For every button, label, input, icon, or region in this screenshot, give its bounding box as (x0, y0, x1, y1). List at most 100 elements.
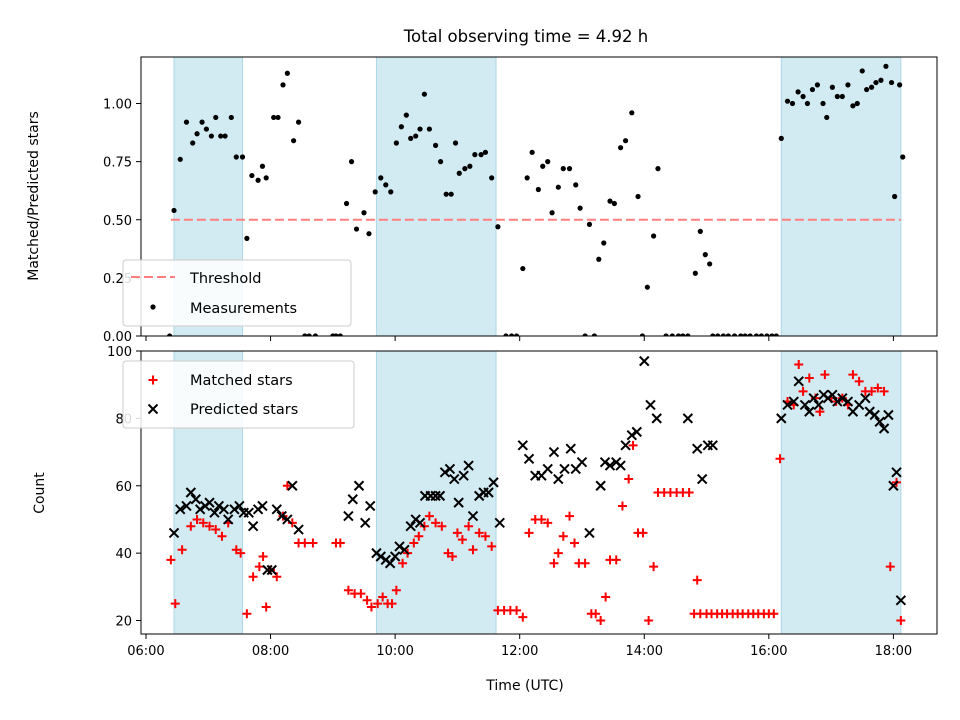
measurement-point (720, 333, 726, 336)
measurement-point (549, 210, 555, 216)
measurement-point (824, 114, 830, 121)
predicted-stars-point (394, 541, 405, 552)
measurement-point (290, 138, 297, 144)
predicted-stars-point (645, 399, 656, 411)
matched-stars-point (356, 589, 366, 599)
measurement-point (611, 200, 617, 207)
matched-stars-point (628, 440, 638, 450)
measurement-point (508, 333, 515, 336)
measurement-point (820, 100, 826, 107)
measurement-point (535, 186, 541, 193)
predicted-stars-point (494, 517, 505, 529)
predicted-stars-point (257, 500, 268, 512)
predicted-stars-point (565, 443, 576, 454)
bottom-y-tick-label: 60 (115, 480, 132, 495)
measurement-point (393, 140, 399, 146)
measurement-point (883, 63, 889, 69)
measurement-point (472, 152, 478, 158)
measurement-point (725, 333, 731, 336)
legend-measurements-swatch (150, 304, 156, 310)
measurement-point (280, 82, 286, 88)
predicted-stars-point (615, 460, 626, 471)
legend-predicted-label: Predicted stars (190, 402, 298, 418)
measurement-point (259, 163, 266, 169)
predicted-stars-point (293, 524, 304, 535)
matched-stars-point (536, 514, 546, 524)
predicted-stars-point (548, 446, 560, 458)
predicted-stars-point (888, 480, 899, 491)
measurement-point (900, 154, 906, 160)
measurement-point (383, 182, 389, 188)
measurement-point (495, 224, 501, 230)
bottom-y-tick-label: 100 (107, 345, 132, 360)
matched-stars-point (308, 538, 318, 548)
top-y-tick-label: 0.75 (103, 156, 132, 171)
predicted-stars-point (559, 463, 570, 475)
predicted-stars-point (287, 480, 298, 491)
measurement-point (685, 333, 691, 336)
matched-stars-point (198, 518, 208, 528)
predicted-stars-point (804, 406, 815, 417)
predicted-stars-point (271, 504, 282, 515)
measurement-point (635, 193, 641, 200)
bottom-y-axis-label: Count (32, 472, 48, 514)
predicted-stars-point (434, 490, 446, 502)
matched-stars-point (387, 599, 397, 609)
measurement-point (566, 166, 573, 172)
measurement-point (337, 333, 343, 336)
predicted-stars-point (782, 399, 793, 411)
measurement-point (839, 93, 845, 100)
matched-stars-point (186, 521, 196, 531)
measurement-point (591, 333, 598, 336)
matched-stars-point (177, 545, 187, 555)
measurement-point (829, 84, 835, 90)
measurement-point (302, 333, 308, 336)
measurement-point (183, 119, 190, 125)
matched-stars-point (282, 481, 292, 491)
measurement-point (577, 205, 583, 211)
predicted-stars-point (463, 460, 474, 471)
predicted-stars-point (375, 551, 387, 562)
measurement-point (529, 149, 535, 155)
matched-stars-point (549, 558, 559, 568)
x-tick-label: 18:00 (875, 644, 912, 659)
measurement-point (804, 100, 811, 107)
measurement-point (878, 77, 884, 83)
predicted-stars-point (837, 392, 848, 404)
matched-stars-point (624, 474, 634, 484)
matched-stars-point (452, 528, 462, 538)
predicted-stars-point (517, 440, 529, 451)
matched-stars-point (362, 595, 372, 605)
measurement-point (462, 166, 468, 172)
predicted-stars-point (891, 467, 902, 478)
matched-stars-point (638, 528, 648, 538)
measurement-point (167, 333, 173, 336)
measurement-point (421, 91, 427, 97)
matched-stars-point (166, 555, 176, 565)
matched-stars-point (480, 531, 490, 541)
predicted-stars-point (864, 406, 875, 417)
measurement-point (869, 84, 875, 90)
predicted-stars-point (190, 494, 202, 505)
predicted-stars-point (696, 473, 708, 485)
matched-stars-point (565, 511, 575, 521)
predicted-stars-point (347, 494, 358, 505)
measurement-point (222, 133, 228, 139)
measurement-point (437, 159, 444, 165)
measurement-point (433, 142, 439, 148)
measurement-point (663, 333, 669, 336)
matched-stars-point (794, 359, 804, 369)
measurement-point (629, 110, 635, 116)
measurement-point (361, 210, 367, 216)
measurement-point (353, 226, 360, 232)
matched-stars-point (848, 370, 858, 380)
measurement-point (295, 119, 302, 125)
measurement-point (503, 333, 509, 336)
matched-stars-point (769, 609, 779, 619)
matched-stars-point (373, 599, 383, 609)
measurement-point (417, 126, 423, 132)
measurement-point (854, 100, 860, 107)
bottom-y-tick-label: 40 (115, 547, 132, 562)
measurement-point (524, 175, 530, 181)
measurement-point (669, 333, 675, 336)
